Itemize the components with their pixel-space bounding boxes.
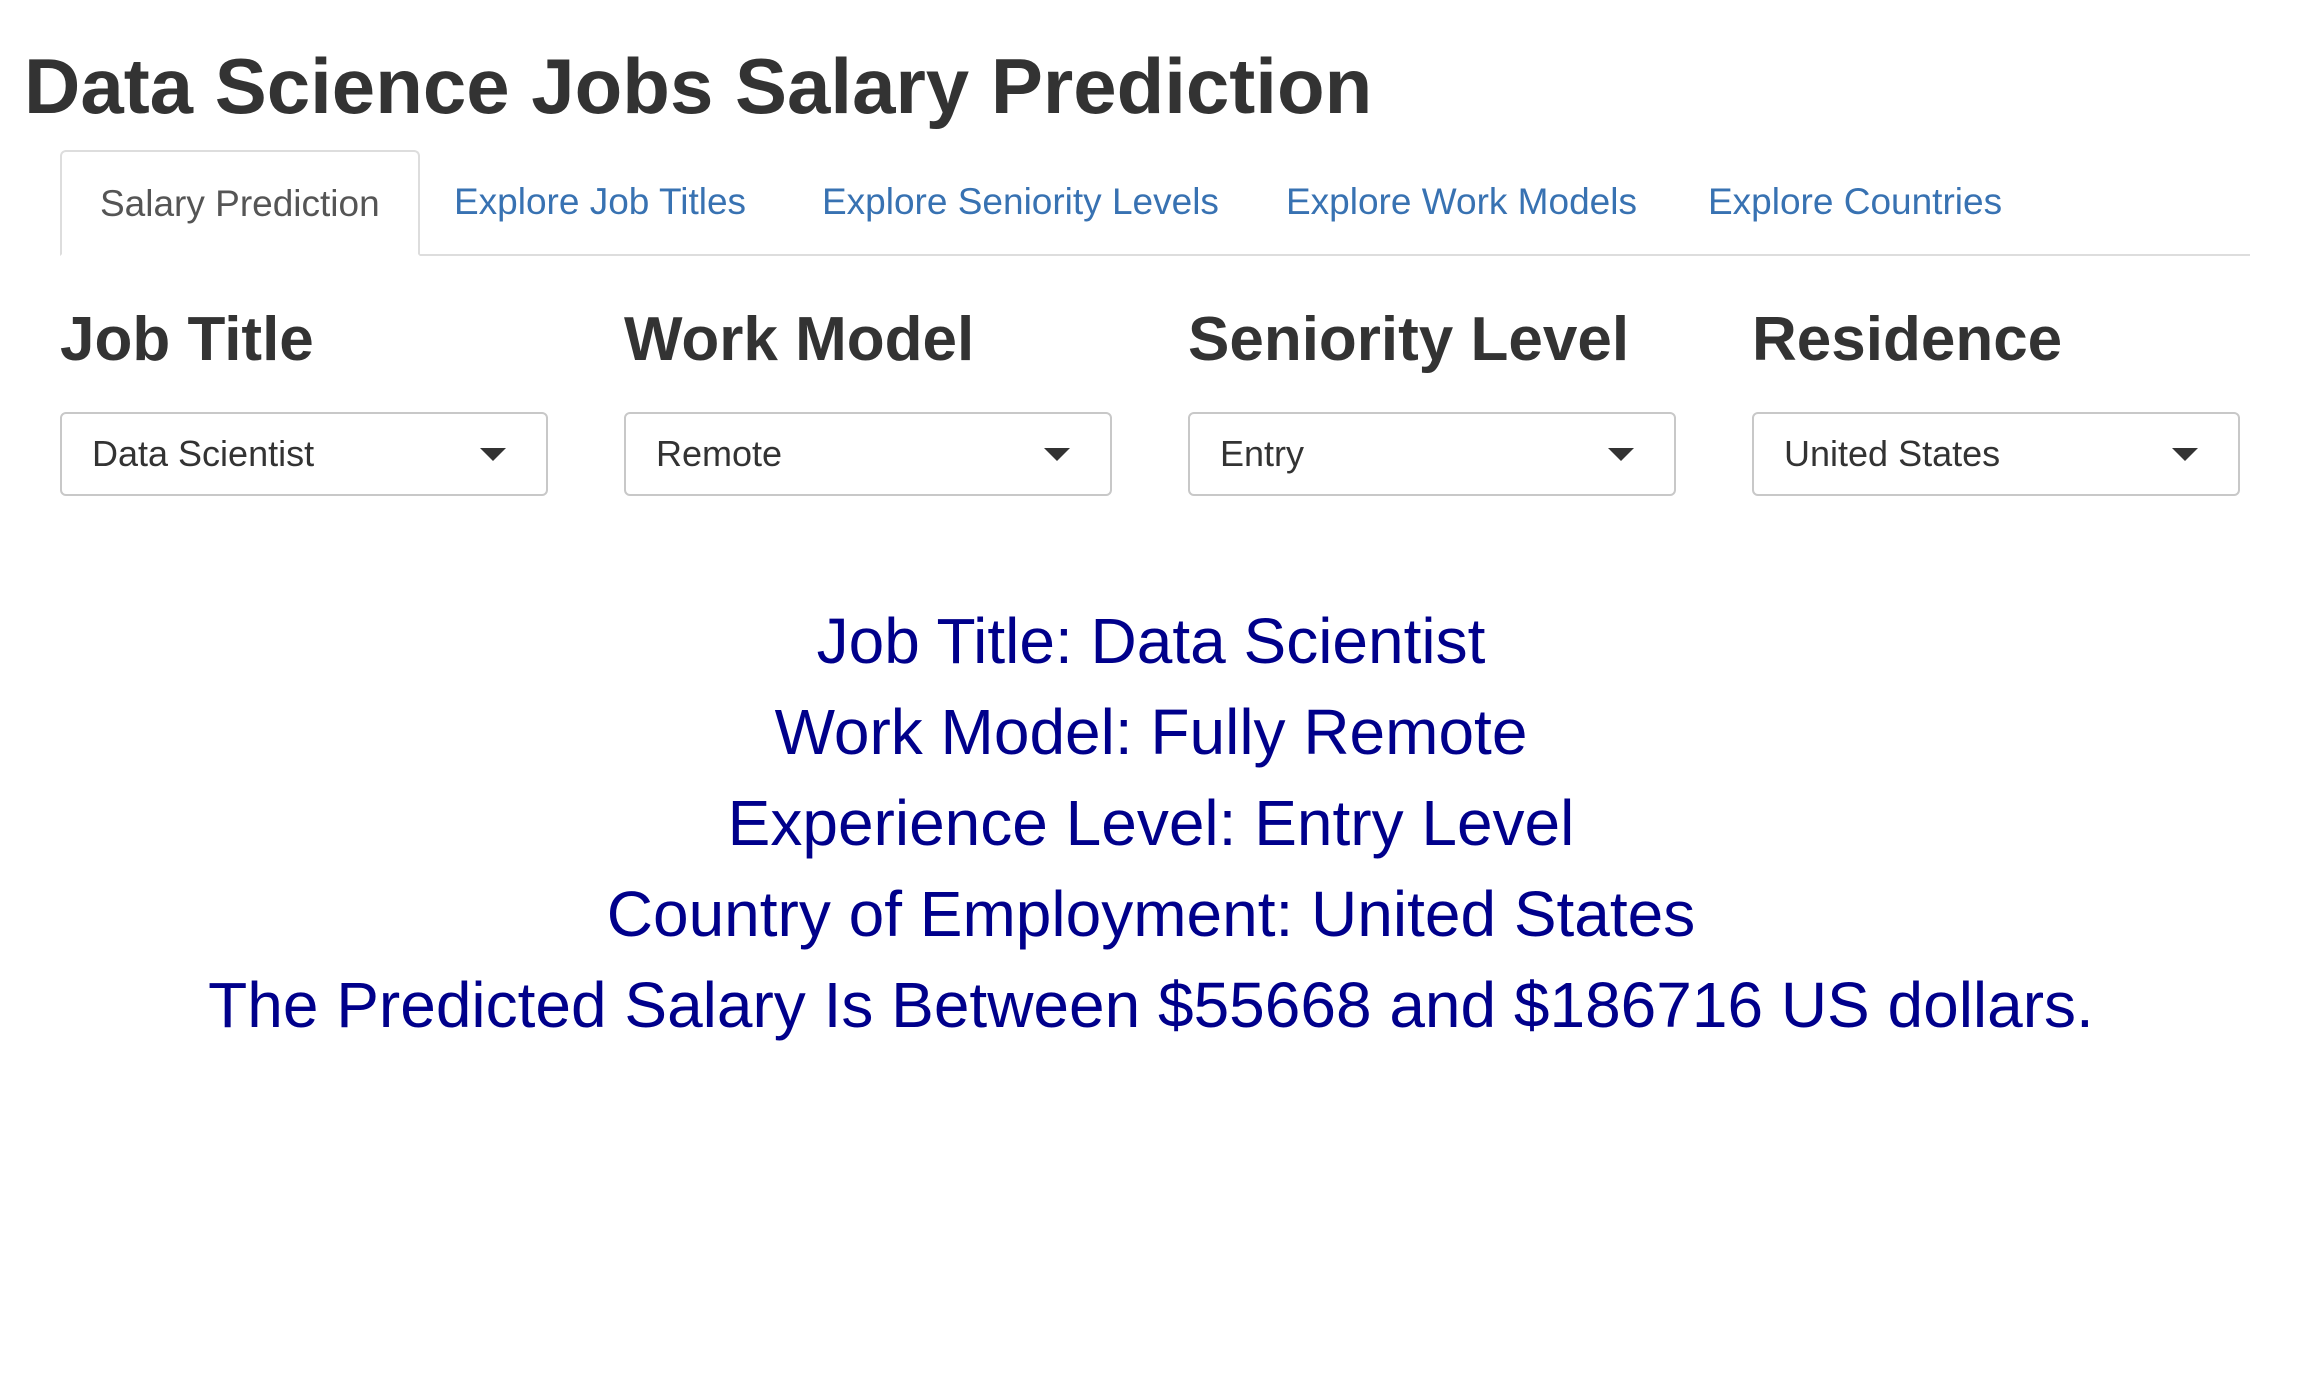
work-model-select-value: Remote bbox=[656, 433, 783, 474]
caret-down-icon bbox=[480, 448, 506, 461]
tab-salary-prediction[interactable]: Salary Prediction bbox=[60, 150, 420, 256]
seniority-level-label: Seniority Level bbox=[1188, 305, 1630, 374]
seniority-level-filter: Seniority Level Entry bbox=[1188, 300, 1678, 496]
caret-down-icon bbox=[1608, 448, 1634, 461]
seniority-level-select-value: Entry bbox=[1220, 433, 1305, 474]
tab-bar: Salary Prediction Explore Job Titles Exp… bbox=[60, 150, 2250, 256]
work-model-label: Work Model bbox=[624, 305, 975, 374]
result-predicted-salary: The Predicted Salary Is Between $55668 a… bbox=[208, 969, 2094, 1041]
residence-select[interactable]: United States bbox=[1752, 412, 2240, 496]
result-job-title: Job Title: Data Scientist bbox=[816, 605, 1486, 677]
tab-explore-work-models[interactable]: Explore Work Models bbox=[1286, 181, 1637, 222]
tab-explore-seniority-levels[interactable]: Explore Seniority Levels bbox=[822, 181, 1219, 222]
residence-filter: Residence United States bbox=[1752, 300, 2242, 496]
residence-select-value: United States bbox=[1784, 433, 2001, 474]
result-country: Country of Employment: United States bbox=[606, 878, 1696, 950]
caret-down-icon bbox=[1044, 448, 1070, 461]
work-model-select[interactable]: Remote bbox=[624, 412, 1112, 496]
job-title-filter: Job Title Data Scientist bbox=[60, 300, 550, 496]
seniority-level-select[interactable]: Entry bbox=[1188, 412, 1676, 496]
job-title-label: Job Title bbox=[60, 305, 314, 374]
prediction-results: Job Title: Data Scientist Work Model: Fu… bbox=[0, 596, 2302, 1051]
result-work-model: Work Model: Fully Remote bbox=[774, 696, 1528, 768]
caret-down-icon bbox=[2172, 448, 2198, 461]
tab-explore-job-titles[interactable]: Explore Job Titles bbox=[454, 181, 747, 222]
app-title: Data Science Jobs Salary Prediction bbox=[24, 42, 1373, 130]
job-title-select-value: Data Scientist bbox=[92, 433, 315, 474]
residence-label: Residence bbox=[1752, 305, 2063, 374]
result-experience-level: Experience Level: Entry Level bbox=[727, 787, 1575, 859]
tab-explore-countries[interactable]: Explore Countries bbox=[1708, 181, 2003, 222]
job-title-select[interactable]: Data Scientist bbox=[60, 412, 548, 496]
work-model-filter: Work Model Remote bbox=[624, 300, 1114, 496]
